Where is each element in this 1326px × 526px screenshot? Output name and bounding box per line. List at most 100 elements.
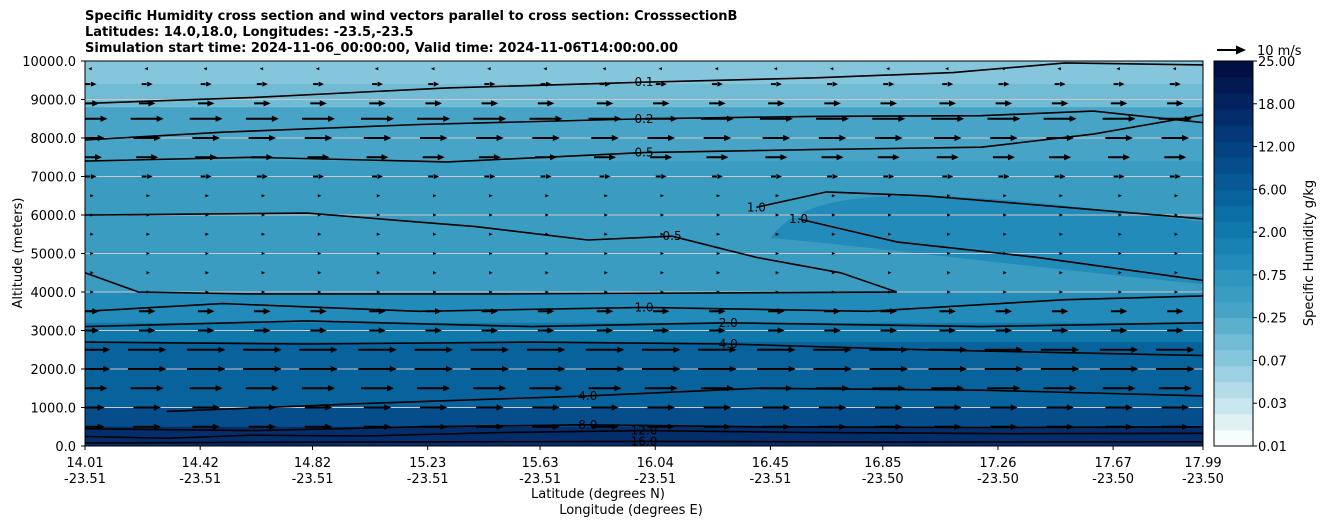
wind-vector-head [1003, 232, 1007, 236]
wind-vector-head [775, 271, 780, 275]
x-tick-label-lat: 17.67 [1095, 456, 1132, 471]
wind-vector-head [550, 154, 558, 161]
wind-vector-head [1064, 154, 1072, 161]
wind-vector-head [430, 67, 435, 71]
wind-vector-head [545, 290, 549, 294]
wind-vector-head [1057, 67, 1061, 71]
wind-vector-head [489, 290, 493, 294]
wind-vector-head [1005, 308, 1013, 315]
x-tick-label-lon: -23.51 [64, 472, 106, 487]
y-tick-label: 0.0 [55, 440, 76, 455]
wind-vector-head [777, 327, 785, 334]
wind-vector-head [499, 115, 507, 122]
wind-vector-head [888, 290, 892, 294]
wind-vector-head [496, 423, 504, 430]
wind-vector-head [717, 174, 723, 179]
wind-vector-head [947, 174, 954, 179]
wind-vector-head [832, 81, 839, 87]
y-tick-label: 7000.0 [31, 171, 77, 186]
wind-vector-head [546, 81, 552, 87]
wind-vector-head [604, 271, 608, 275]
wind-vector-head [555, 115, 563, 122]
wind-vector-head [895, 134, 903, 142]
wind-key-arrow-head [1236, 45, 1246, 55]
wind-vector-head [895, 404, 903, 411]
wind-vector-head [91, 174, 97, 179]
wind-vector-head [147, 81, 153, 87]
wind-vector-head [833, 100, 841, 107]
wind-vector-head [947, 271, 951, 275]
wind-vector-head [545, 213, 549, 217]
wind-vector-head [1174, 213, 1179, 217]
wind-vector-head [487, 67, 491, 71]
wind-vector-head [947, 81, 954, 87]
contour-label: 4.0 [719, 337, 738, 351]
x-tick-label-lat: 16.04 [637, 456, 674, 471]
wind-vector-head [1061, 100, 1069, 107]
wind-vector-head [1059, 232, 1063, 236]
contour-labels: 0.1 0.2 0.5 0.5 1.0 1.0 1.0 2.0 4.0 4.0 8.0 12.016.… [578, 75, 808, 448]
wind-vector-head [443, 385, 451, 392]
y-axis: 0.0 1000.0 2000.0 3000.0 4000.0 5000.0 6000.0 7… [22, 55, 85, 455]
wind-vector-head [606, 100, 614, 107]
wind-vector-head [949, 308, 957, 315]
x-tick-label-lon: -23.51 [749, 472, 791, 487]
contour-line [85, 320, 1203, 328]
wind-vector-head [614, 385, 622, 392]
wind-vector-head [146, 194, 150, 198]
wind-vector-head [376, 271, 381, 275]
wind-vector-head [1118, 251, 1122, 256]
wind-vector-head [670, 385, 678, 392]
wind-vector-head [377, 81, 384, 87]
wind-vector-head [1003, 213, 1007, 217]
wind-vector-head [97, 134, 105, 142]
colorbar-band [1214, 413, 1253, 431]
wind-vector-head [259, 67, 264, 71]
colorbar-band [1214, 333, 1253, 351]
wind-vector-head [92, 308, 100, 315]
x-tick-label-lon: -23.51 [407, 472, 449, 487]
wind-vector-head [716, 232, 721, 236]
wind-vector-head [389, 365, 397, 373]
wind-vector-head [606, 308, 614, 315]
wind-vector-head [445, 365, 453, 373]
wind-vector-head [836, 154, 844, 161]
wind-vector-head [317, 290, 322, 294]
wind-vector-head [947, 232, 951, 236]
wind-vector-head [829, 67, 834, 71]
wind-vector-head [92, 327, 100, 334]
colorbar-ticks: 0.01 0.03 0.07 0.25 0.75 2.00 6.00 12.00 18.00 25… [1253, 55, 1295, 455]
wind-vectors [85, 67, 1195, 430]
x-tick-label-lat: 17.26 [979, 456, 1016, 471]
wind-vector-head [218, 365, 226, 373]
colorbar-band [1214, 349, 1253, 367]
wind-vector-head [1118, 194, 1122, 198]
wind-vector-head [888, 232, 892, 236]
wind-vector-head [263, 308, 271, 315]
wind-vector-head [673, 346, 681, 353]
wind-vector-head [895, 423, 903, 430]
wind-vector-head [443, 115, 451, 122]
wind-vector-head [604, 232, 608, 236]
wind-vector-head [146, 232, 150, 236]
wind-vector-head [432, 213, 437, 217]
wind-vector-head [376, 251, 381, 256]
wind-vector-head [381, 154, 389, 161]
y-tick-label: 8000.0 [31, 132, 77, 147]
colorbar-band [1214, 317, 1253, 335]
colorbar-tick-label: 0.25 [1258, 312, 1287, 327]
wind-vector-head [729, 365, 737, 373]
wind-vector-head [888, 174, 895, 179]
wind-vector-head [378, 327, 386, 334]
wind-vector-head [775, 194, 780, 198]
wind-vector-head [1001, 67, 1005, 71]
wind-vector-head [604, 290, 608, 294]
wind-vector-head [1131, 346, 1139, 353]
wind-vector-head [788, 346, 796, 353]
wind-vector-head [205, 251, 209, 256]
wind-vector-head [147, 174, 153, 179]
wind-vector-head [1066, 134, 1074, 142]
wind-vector-head [262, 81, 268, 87]
colorbar-band [1214, 365, 1253, 383]
